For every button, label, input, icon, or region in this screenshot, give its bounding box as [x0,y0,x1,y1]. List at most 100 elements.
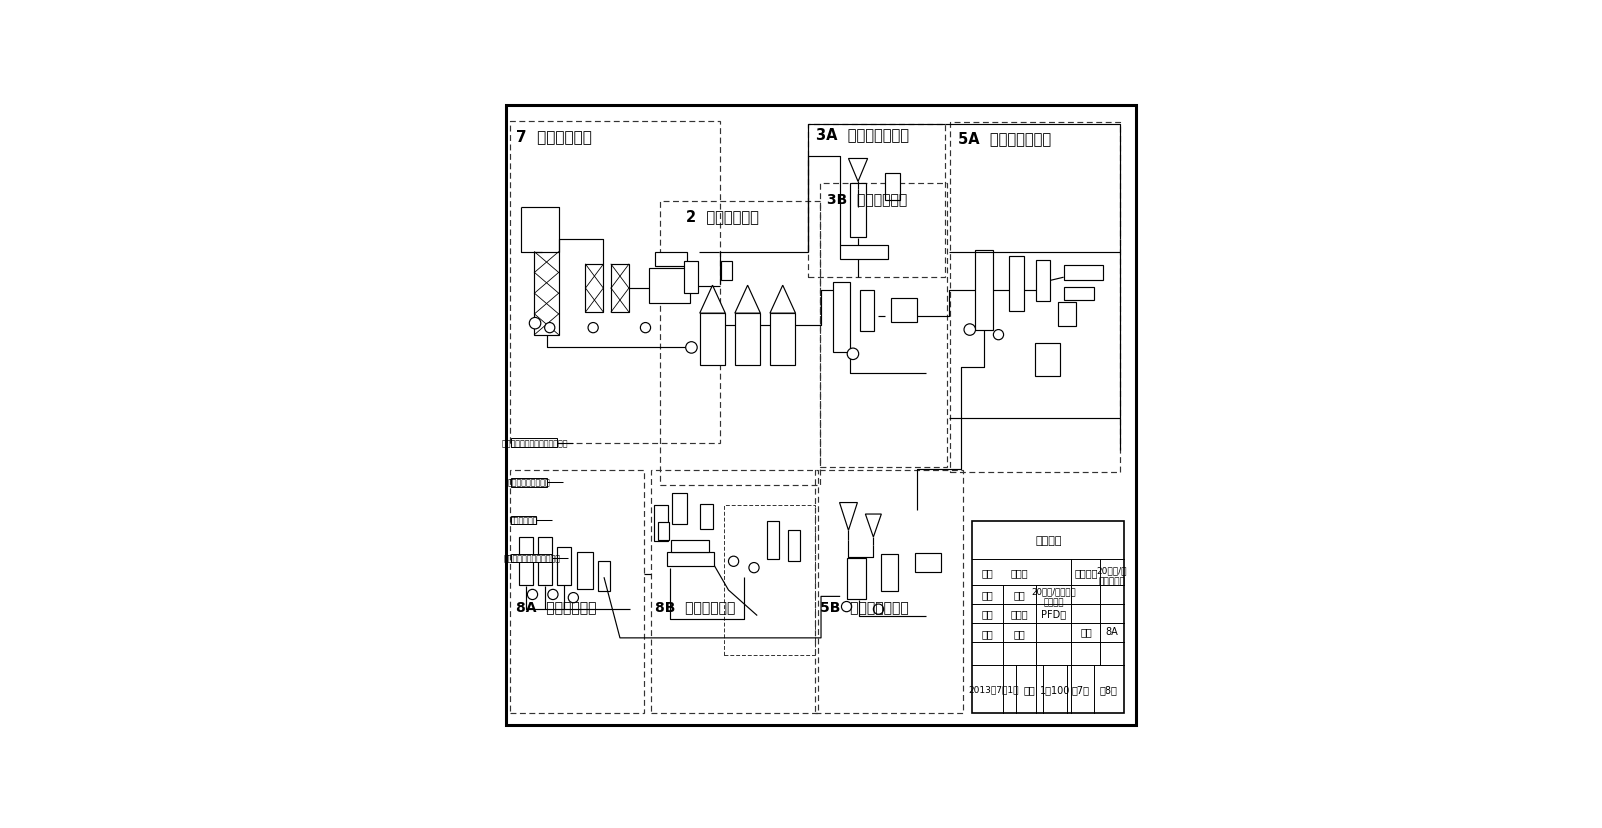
Text: PFD图: PFD图 [1041,609,1065,619]
Text: 审核: 审核 [982,628,993,638]
Bar [1064,287,1094,301]
Bar [771,314,796,365]
Circle shape [686,342,697,354]
Text: 3A  聚合物脱气工段: 3A 聚合物脱气工段 [815,127,908,142]
Bar [700,314,726,365]
Text: 自给电子体区: 自给电子体区 [509,516,538,525]
Text: 自给电子体和三乙基铝化区: 自给电子体和三乙基铝化区 [503,554,561,562]
Bar [860,291,875,332]
Circle shape [569,593,578,603]
Circle shape [841,602,852,612]
Bar [509,122,719,444]
Text: 8B  挤压造粒工段: 8B 挤压造粒工段 [655,599,735,614]
Bar [881,554,897,591]
Text: 3B  丙烯洗涤工段: 3B 丙烯洗涤工段 [827,191,908,205]
Polygon shape [849,159,868,182]
Bar [666,552,714,566]
Text: 屈超: 屈超 [1014,628,1025,638]
Text: 共8页: 共8页 [1101,684,1118,694]
Bar [557,547,572,585]
Bar [660,201,820,485]
Circle shape [548,590,557,599]
Bar [1036,260,1051,301]
Bar [655,253,687,267]
Text: 8A: 8A [1105,626,1118,636]
Circle shape [529,318,541,330]
Text: 20万吨/年
聚丙烯项目: 20万吨/年 聚丙烯项目 [1096,566,1126,585]
Circle shape [847,349,859,360]
Text: 5A  聚合物汽蒸工段: 5A 聚合物汽蒸工段 [958,131,1051,146]
Bar [671,541,710,552]
Bar [767,522,779,560]
Bar [976,251,993,330]
Bar [649,268,690,303]
Bar [820,184,947,468]
Bar [511,517,535,525]
Text: 制图: 制图 [982,590,993,599]
Bar [724,505,815,655]
Bar [950,123,1120,472]
Bar [839,246,888,260]
Circle shape [588,323,598,334]
Text: 图号: 图号 [1080,626,1093,636]
Text: 冯超: 冯超 [1014,590,1025,599]
Bar [891,298,916,322]
Text: 8A  中间料仓工段: 8A 中间料仓工段 [516,599,596,614]
Circle shape [527,590,538,599]
Bar [846,558,865,599]
Circle shape [993,330,1003,340]
Bar [598,561,610,591]
Polygon shape [771,286,796,314]
Bar [809,125,945,278]
Bar [650,470,819,713]
Text: 第7页: 第7页 [1072,684,1089,694]
Circle shape [729,556,739,566]
Bar [585,265,604,313]
Bar [849,184,867,238]
Bar [788,531,799,561]
Bar [684,262,698,294]
Text: 比例: 比例 [1024,684,1035,694]
Text: 7  丙烯精制工段: 7 丙烯精制工段 [516,129,591,144]
Bar [1059,303,1077,327]
Polygon shape [700,286,726,314]
Circle shape [873,604,884,614]
Text: 来自界区的三乙基铝和给电子体: 来自界区的三乙基铝和给电子体 [501,439,567,447]
Bar [700,504,713,530]
Bar [511,478,548,487]
Bar [509,470,644,713]
Circle shape [748,563,759,573]
Bar [538,537,553,585]
Bar [519,537,533,585]
Polygon shape [839,503,857,531]
Bar [721,262,732,281]
Text: 1：100: 1：100 [1040,684,1070,694]
Bar [577,552,593,590]
Circle shape [964,325,976,336]
Bar [735,314,761,365]
Bar [671,493,687,524]
Bar [884,174,900,200]
Text: 校核: 校核 [982,609,993,619]
Text: 设计: 设计 [982,567,993,577]
Circle shape [545,323,554,334]
Text: 李梦溪: 李梦溪 [1011,567,1028,577]
Bar [1035,344,1061,377]
Bar [511,554,553,562]
Bar [535,253,559,335]
Text: 5B  聚合物干燥工段: 5B 聚合物干燥工段 [820,599,908,614]
Text: 樊蓉蓉: 樊蓉蓉 [1011,609,1028,619]
Bar [815,470,963,713]
Bar [655,506,668,541]
Bar [833,282,851,353]
Polygon shape [735,286,761,314]
Text: 2013年7月1日: 2013年7月1日 [969,685,1019,694]
Bar [1064,266,1104,281]
Bar [610,265,630,313]
Text: 设计项目: 设计项目 [1075,567,1097,577]
Circle shape [641,323,650,334]
Bar [915,553,940,572]
Bar [1009,258,1024,311]
Text: 来自界区的主催化剂: 来自界区的主催化剂 [508,478,551,487]
Text: 设计项目: 设计项目 [1035,536,1062,546]
